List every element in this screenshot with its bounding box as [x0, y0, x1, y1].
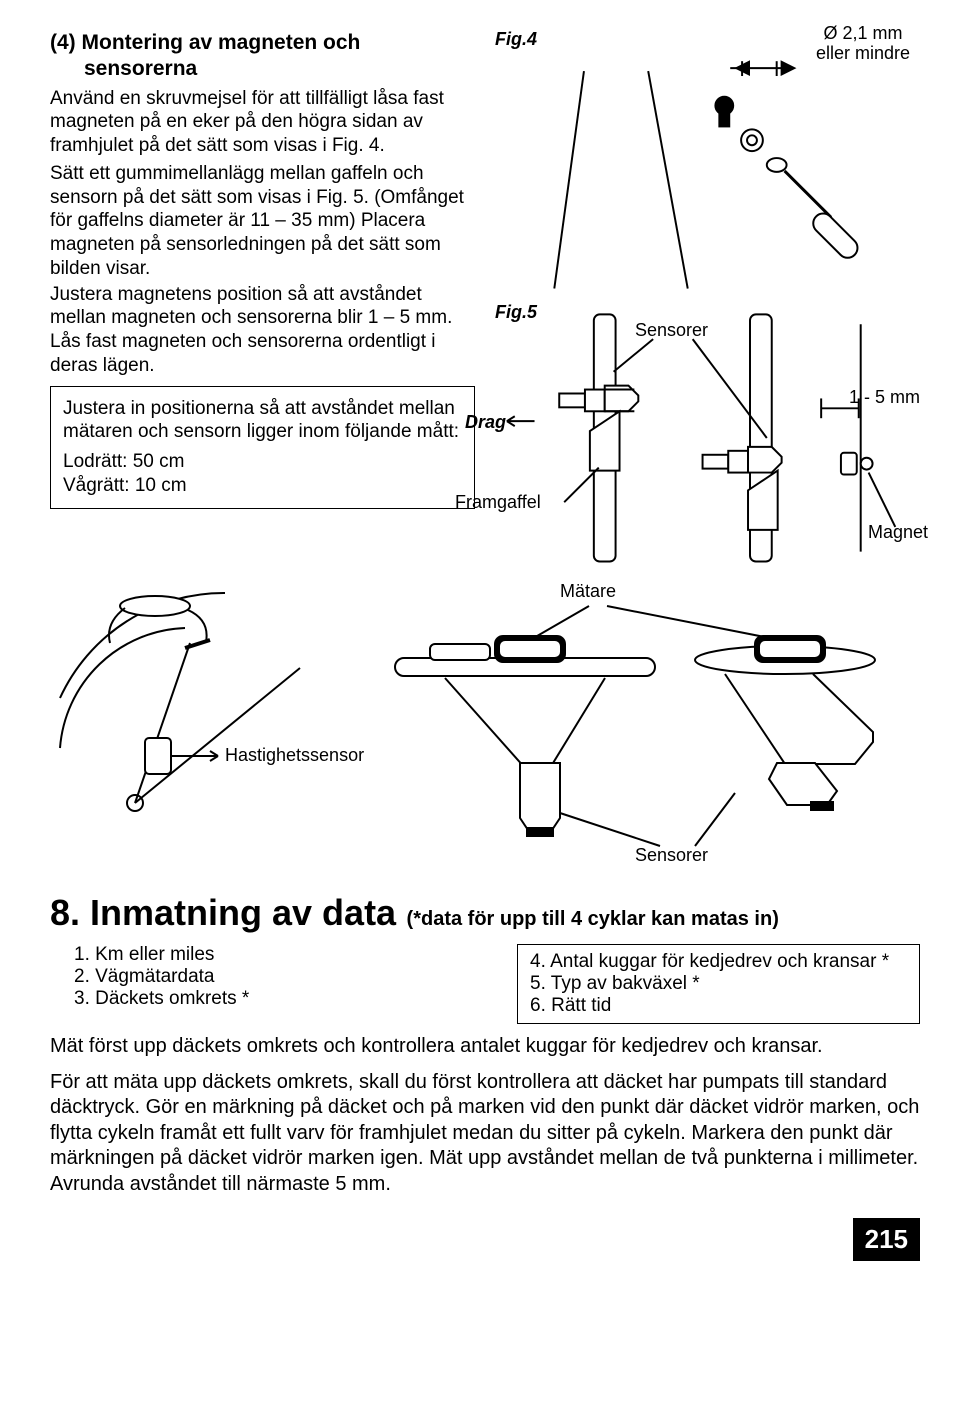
fig4-diagram: Fig.4 Ø 2,1 mm eller mindre: [495, 30, 920, 295]
section8: 8. Inmatning av data (*data för upp till…: [50, 892, 920, 1198]
section8-title: 8. Inmatning av data: [50, 892, 396, 933]
matare-label: Mätare: [560, 582, 616, 602]
list-item: 4. Antal kuggar för kedjedrev och kransa…: [530, 951, 907, 973]
section8-para2: För att mäta upp däckets omkrets, skall …: [50, 1070, 920, 1198]
list-item: 1. Km eller miles: [74, 944, 477, 966]
section4-p2: Sätt ett gummimellanlägg mellan gaffeln …: [50, 162, 475, 281]
box-vertical: Lodrätt: 50 cm: [63, 450, 462, 474]
fig5-svg: [495, 303, 920, 568]
list-item: 5. Typ av bakväxel *: [530, 973, 907, 995]
box-horizontal: Vågrätt: 10 cm: [63, 474, 462, 498]
data-list-right-box: 4. Antal kuggar för kedjedrev och kransa…: [517, 944, 920, 1024]
distance-spec-box: Justera in positionerna så att avståndet…: [50, 386, 475, 509]
section8-subtitle: (*data för upp till 4 cyklar kan matas i…: [407, 908, 779, 930]
fig5-magnet-label: Magnet: [868, 523, 928, 543]
section8-para1: Mät först upp däckets omkrets och kontro…: [50, 1034, 920, 1060]
fig4-diameter-note: Ø 2,1 mm eller mindre: [816, 24, 910, 64]
box-intro: Justera in positionerna så att avståndet…: [63, 397, 462, 445]
list-item: 6. Rätt tid: [530, 995, 907, 1017]
sensorer2-label: Sensorer: [635, 846, 708, 866]
bike-svg: [50, 588, 350, 858]
bike-diagram: Hastighetssensor: [50, 588, 350, 858]
fig5-drag-label: Drag: [465, 413, 506, 433]
hastighetssensor-label: Hastighetssensor: [225, 746, 364, 766]
fig5-sensorer-label: Sensorer: [635, 321, 708, 341]
fig5-framgaffel-label: Framgaffel: [455, 493, 541, 513]
data-list-left: 1. Km eller miles 2. Vägmätardata 3. Däc…: [74, 944, 477, 1024]
fig4-label: Fig.4: [495, 30, 537, 50]
fig5-label: Fig.5: [495, 303, 537, 323]
fig5-distance-label: 1 - 5 mm: [849, 388, 920, 408]
fig5-diagram: Fig.5 Sensorer Drag Framgaffel 1 - 5 mm …: [495, 303, 920, 568]
section4-heading-l2: sensorerna: [50, 56, 475, 82]
list-item: 3. Däckets omkrets *: [74, 988, 477, 1010]
page-number: 215: [853, 1218, 920, 1261]
meter-diagram: Mätare Sensorer: [370, 588, 920, 878]
meter-svg: [370, 588, 920, 878]
section4-p1: Använd en skruvmejsel för att tillfällig…: [50, 87, 475, 158]
fig4-svg: [495, 30, 920, 295]
list-item: 2. Vägmätardata: [74, 966, 477, 988]
section4-p3: Justera magnetens position så att avstån…: [50, 283, 475, 378]
section4-heading-l1: (4) Montering av magneten och: [50, 31, 360, 54]
